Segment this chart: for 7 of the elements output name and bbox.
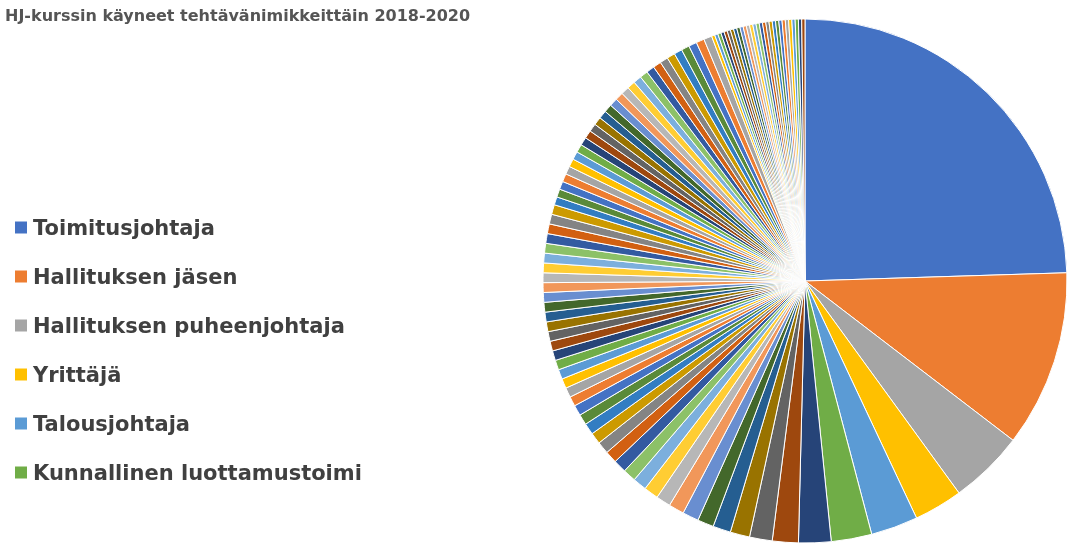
legend-label: Talousjohtaja: [33, 411, 191, 436]
legend-label: Toimitusjohtaja: [33, 215, 215, 240]
legend-label: Hallituksen jäsen: [33, 264, 238, 289]
legend-label: Hallituksen puheenjohtaja: [33, 313, 345, 338]
legend-label: Yrittäjä: [32, 362, 122, 387]
chart-title: HJ-kurssin käyneet tehtävänimikkeittäin 2018-2020: [5, 5, 471, 25]
legend-label: Kunnallinen luottamustoimi: [33, 460, 362, 485]
